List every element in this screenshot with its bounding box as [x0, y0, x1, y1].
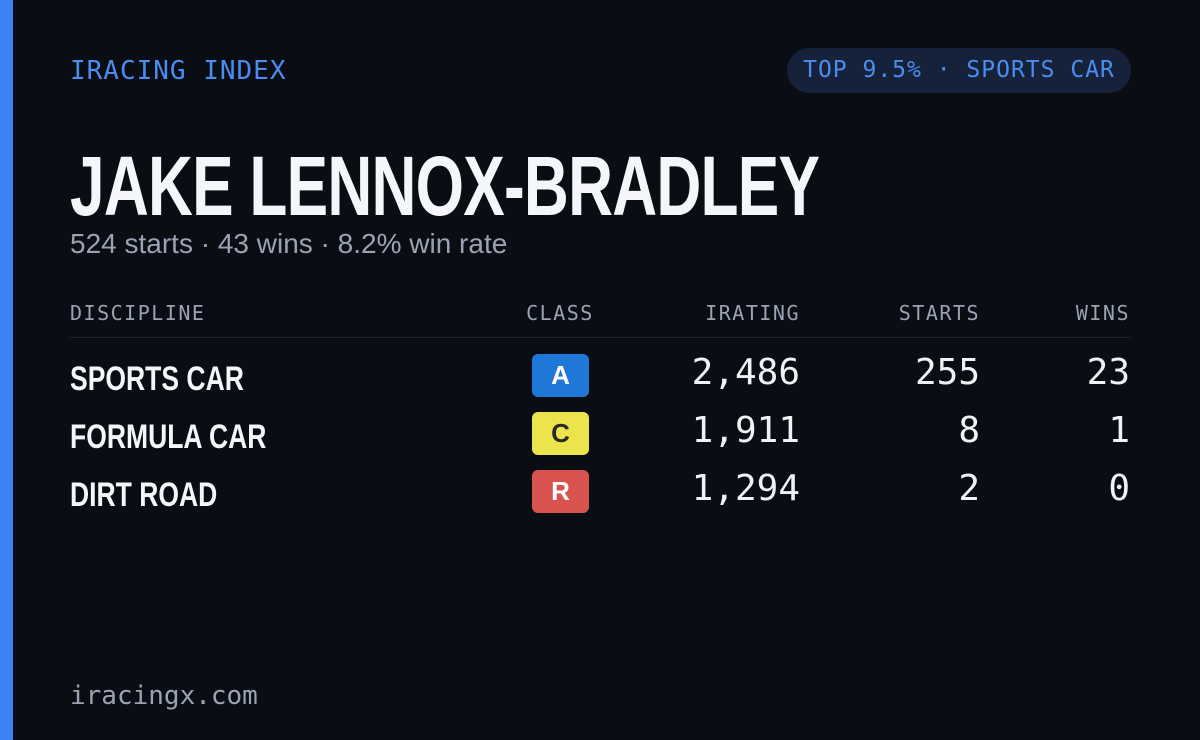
discipline: SPORTS CAR [70, 360, 244, 398]
discipline: FORMULA CAR [70, 418, 267, 456]
brand-title: IRACING INDEX [70, 56, 287, 86]
divider [70, 337, 1130, 338]
column-header: DISCIPLINE [70, 301, 206, 325]
rank-badge: TOP 9.5% · SPORTS CAR [787, 48, 1131, 93]
class-badge: C [532, 412, 589, 455]
discipline: DIRT ROAD [70, 476, 218, 514]
starts: 2 [958, 468, 980, 509]
column-header: IRATING [705, 301, 800, 325]
wins: 0 [1108, 468, 1130, 509]
column-header: WINS [1075, 301, 1130, 325]
site-link: iracingx.com [70, 681, 258, 711]
irating: 2,486 [691, 352, 800, 393]
irating: 1,294 [691, 468, 800, 509]
irating: 1,911 [691, 410, 800, 451]
column-header: STARTS [898, 301, 980, 325]
column-header: CLASS [526, 301, 594, 325]
starts: 255 [914, 352, 980, 393]
wins: 23 [1086, 352, 1130, 393]
accent-stripe [0, 0, 13, 740]
class-badge: A [532, 354, 589, 397]
driver-summary: 524 starts · 43 wins · 8.2% win rate [70, 228, 508, 259]
wins: 1 [1108, 410, 1130, 451]
class-badge: R [532, 470, 589, 513]
starts: 8 [958, 410, 980, 451]
driver-name: JAKE LENNOX-BRADLEY [70, 139, 820, 233]
